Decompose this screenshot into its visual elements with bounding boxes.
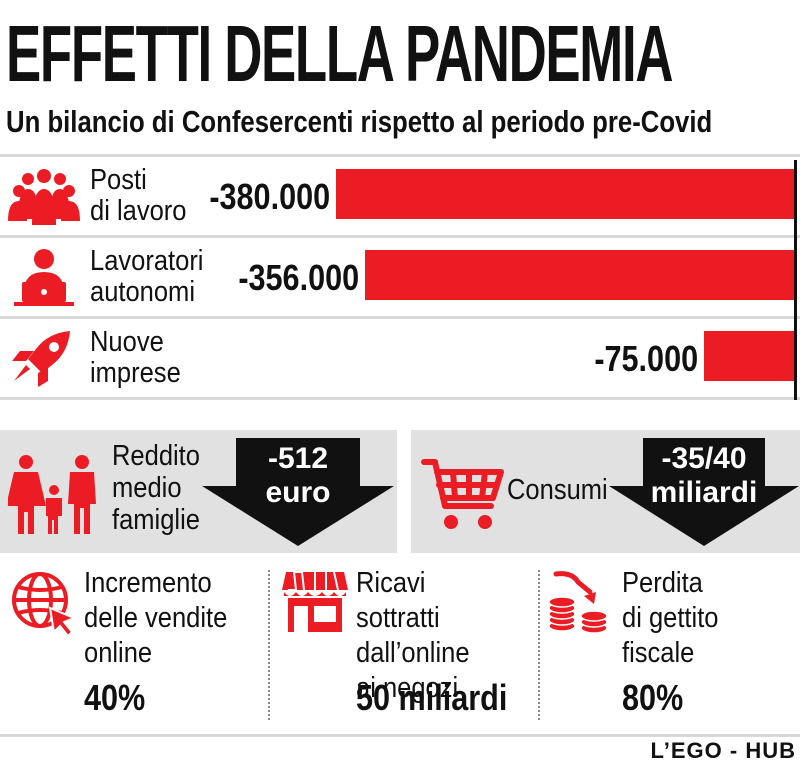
column-divider [538,570,540,720]
shopping-cart-icon [421,459,504,529]
bar-value-label: -380.000 [209,176,330,217]
bar [703,331,794,381]
bar [364,250,794,300]
row-divider [0,316,800,319]
bar [336,169,794,219]
footer-line [0,734,800,737]
rocket-icon [12,331,70,387]
row-divider [0,235,800,238]
stat-value: 50 miliardi [356,677,508,718]
worker-laptop-icon [14,249,74,306]
stat-gettito-fiscale: Perdita di gettito fiscale 80% [548,566,798,726]
stat-vendite-online: Incremento delle vendite online 40% [10,566,260,726]
bar-row-posti: Posti di lavoro -380.000 [0,157,800,235]
panel-arrow-value: -35/40 miliardi [650,442,758,509]
shop-icon [282,571,348,632]
bar-label: Lavoratori autonomi [90,245,204,308]
stat-value: 40% [84,677,146,718]
down-arrow-icon [202,438,394,546]
bar-value-label: -75.000 [593,338,698,379]
stat-label: Incremento delle vendite online [84,567,228,669]
bar-row-lavoratori: Lavoratori autonomi -356.000 [0,238,800,316]
family-icon [8,455,96,534]
stat-ricavi-sottratti: Ricavi sottratti dall’online ai negozi 5… [282,566,538,726]
bar-row-imprese: Nuove imprese -75.000 [0,319,800,397]
stat-label: Ricavi sottratti dall’online ai negozi [356,567,470,704]
down-arrow-icon [609,438,799,546]
bar-label: Nuove imprese [90,326,181,389]
panel-consumi: Consumi -35/40 miliardi [411,430,800,553]
zero-axis-line [794,160,797,400]
stat-label: Perdita di gettito fiscale [622,567,719,669]
bar-label: Posti di lavoro [90,164,187,227]
panel-label: Consumi [507,474,608,506]
panel-label: Reddito medio famiglie [112,440,200,536]
page-subtitle: Un bilancio di Confesercenti rispetto al… [6,104,713,139]
stat-value: 80% [622,677,684,718]
bar-value-label: -356.000 [238,257,359,298]
people-group-icon [8,169,80,225]
coins-decline-icon [548,571,608,634]
panel-arrow-value: -512 euro [265,442,331,509]
column-divider [268,570,270,720]
globe-cursor-icon [12,572,76,636]
row-divider [0,397,800,400]
brand-logo: L’EGO - HUB [650,738,796,763]
page-title: EFFETTI DELLA PANDEMIA [6,9,673,98]
row-divider [0,154,800,157]
panel-reddito: Reddito medio famiglie -512 euro [0,430,397,553]
